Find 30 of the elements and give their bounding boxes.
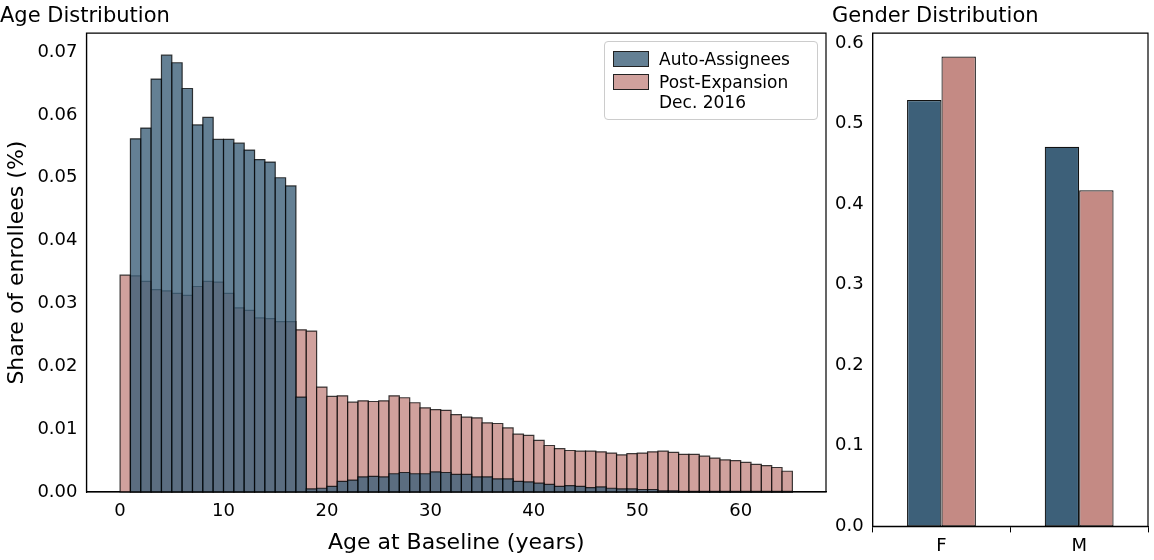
y-tick-label: 0.01: [37, 416, 78, 438]
y-tick-label: 0.0: [834, 514, 864, 536]
y-axis-title: Share of enrollees (%): [2, 140, 28, 385]
x-tick-label: 10: [212, 499, 235, 521]
x-tick-label: 60: [729, 499, 753, 521]
chart-title: Gender Distribution: [832, 3, 1039, 28]
chart-title: Age Distribution: [0, 3, 170, 28]
legend-label: Post-Expansion Dec. 2016: [659, 72, 790, 113]
x-tick-label: 50: [625, 499, 649, 521]
y-tick-label: 0.03: [37, 291, 78, 313]
x-tick-label: 40: [522, 499, 546, 521]
y-tick-label: 0.4: [834, 191, 864, 213]
x-tick-label: 30: [418, 499, 442, 521]
y-tick-label: 0.2: [834, 352, 864, 374]
y-tick-label: 0.04: [37, 228, 78, 250]
y-tick-label: 0.07: [37, 39, 78, 61]
x-tick-label: M: [1071, 533, 1087, 555]
y-tick-label: 0.5: [834, 111, 864, 133]
y-tick-label: 0.06: [37, 102, 78, 124]
y-tick-label: 0.05: [37, 165, 78, 187]
x-tick-label: 0: [114, 499, 126, 521]
x-tick-label: F: [936, 533, 947, 555]
y-tick-label: 0.6: [834, 30, 864, 52]
x-axis-title: Age at Baseline (years): [327, 528, 585, 554]
y-tick-label: 0.02: [37, 353, 78, 375]
legend-label: Auto-Assignees: [659, 49, 790, 70]
y-tick-label: 0.00: [37, 479, 78, 501]
y-tick-label: 0.3: [834, 272, 864, 294]
y-tick-label: 0.1: [834, 433, 864, 455]
x-tick-label: 20: [315, 499, 339, 521]
